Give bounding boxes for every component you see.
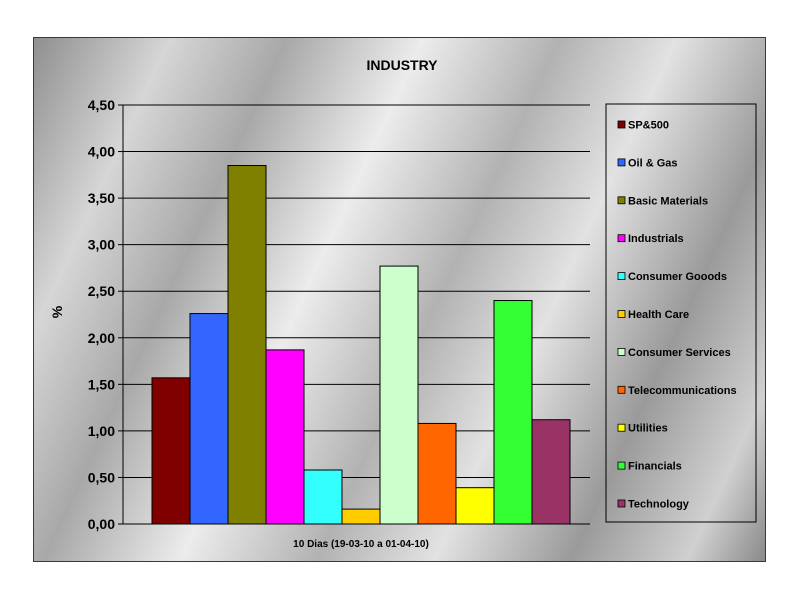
legend-swatch bbox=[617, 234, 626, 243]
legend-swatch bbox=[617, 461, 626, 470]
legend-label: Oil & Gas bbox=[628, 157, 678, 169]
legend-label: Technology bbox=[628, 499, 690, 511]
bar-health-care bbox=[341, 508, 381, 525]
y-tick-label: 1,00 bbox=[88, 423, 115, 439]
y-tick-label: 2,00 bbox=[88, 330, 115, 346]
bar-telecommunications bbox=[417, 422, 457, 525]
bar-consumer-gooods bbox=[303, 469, 343, 525]
bar-utilities bbox=[455, 487, 495, 525]
chart-title: INDUSTRY bbox=[366, 57, 438, 73]
y-tick-label: 0,00 bbox=[88, 516, 115, 532]
legend-label: SP&500 bbox=[628, 120, 669, 132]
legend-box bbox=[605, 103, 757, 523]
y-tick-label: 2,50 bbox=[88, 283, 115, 299]
legend-label: Telecommunications bbox=[628, 385, 737, 397]
y-tick-label: 3,00 bbox=[88, 237, 115, 253]
legend-swatch bbox=[617, 347, 626, 356]
y-tick-label: 0,50 bbox=[88, 469, 115, 485]
bar-consumer-services bbox=[379, 265, 419, 525]
legend-label: Consumer Services bbox=[628, 347, 731, 359]
legend-swatch bbox=[617, 423, 626, 432]
legend-swatch bbox=[617, 196, 626, 205]
y-tick-label: 1,50 bbox=[88, 376, 115, 392]
bar-industrials bbox=[265, 349, 305, 525]
bar-oil-gas bbox=[189, 313, 229, 525]
legend-label: Basic Materials bbox=[628, 195, 708, 207]
x-axis-label: 10 Dias (19-03-10 a 01-04-10) bbox=[293, 539, 429, 550]
bar-financials bbox=[493, 300, 533, 525]
y-tick-label: 4,00 bbox=[88, 144, 115, 160]
legend-label: Health Care bbox=[628, 309, 689, 321]
legend-label: Utilities bbox=[628, 423, 668, 435]
y-axis-label: % bbox=[49, 305, 65, 318]
bar-technology bbox=[531, 419, 571, 525]
bars bbox=[151, 165, 571, 525]
legend-label: Industrials bbox=[628, 233, 684, 245]
bar-sp-500 bbox=[151, 377, 191, 525]
axes bbox=[118, 104, 590, 525]
legend-label: Financials bbox=[628, 461, 682, 473]
legend: SP&500 Oil & Gas Basic Materials Industrial… bbox=[605, 103, 757, 523]
y-tick-label: 4,50 bbox=[88, 97, 115, 113]
legend-swatch bbox=[617, 272, 626, 281]
legend-swatch bbox=[617, 499, 626, 508]
legend-swatch bbox=[617, 310, 626, 318]
legend-swatch bbox=[617, 158, 626, 167]
y-tick-label: 3,50 bbox=[88, 190, 115, 206]
legend-label: Consumer Gooods bbox=[628, 271, 727, 283]
bar-basic-materials bbox=[227, 165, 267, 525]
legend-swatch bbox=[617, 120, 626, 129]
legend-swatch bbox=[617, 385, 626, 394]
y-tick-labels: 0,00 0,50 1,00 1,50 2,00 2,50 3,00 3,50 4,00 4,50 bbox=[88, 97, 115, 532]
